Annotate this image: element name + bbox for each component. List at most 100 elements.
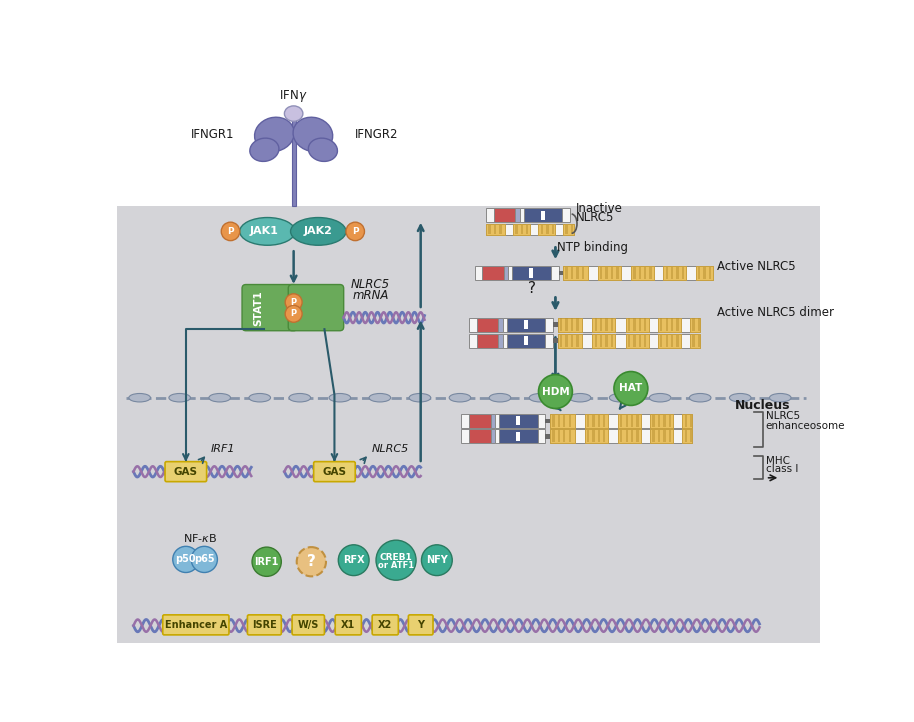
Bar: [600, 318, 602, 331]
FancyBboxPatch shape: [292, 615, 324, 635]
Ellipse shape: [284, 106, 303, 121]
Ellipse shape: [489, 393, 511, 402]
Bar: [541, 225, 543, 235]
Text: HAT: HAT: [620, 383, 643, 393]
Bar: [524, 320, 527, 329]
FancyBboxPatch shape: [248, 615, 282, 635]
Bar: [499, 414, 537, 427]
Bar: [665, 318, 668, 331]
Text: NFY: NFY: [426, 555, 448, 565]
Bar: [524, 209, 562, 222]
Bar: [600, 334, 602, 347]
Bar: [631, 430, 633, 443]
Bar: [600, 267, 602, 279]
Text: ?: ?: [307, 554, 315, 569]
Bar: [671, 318, 674, 331]
Text: Nucleus: Nucleus: [735, 399, 791, 412]
Bar: [598, 414, 600, 427]
Circle shape: [338, 545, 369, 575]
Bar: [520, 209, 524, 222]
Bar: [585, 414, 608, 427]
Ellipse shape: [239, 217, 295, 245]
Bar: [636, 414, 639, 427]
Ellipse shape: [649, 393, 671, 402]
Bar: [636, 430, 639, 443]
Ellipse shape: [689, 393, 711, 402]
Bar: [495, 430, 499, 443]
Ellipse shape: [569, 393, 590, 402]
Bar: [676, 334, 678, 347]
Bar: [625, 334, 649, 348]
Bar: [671, 267, 674, 279]
Text: IFNGR2: IFNGR2: [356, 128, 399, 141]
Text: enhanceosome: enhanceosome: [766, 420, 845, 430]
Bar: [558, 271, 563, 275]
Bar: [563, 414, 566, 427]
Text: RFX: RFX: [343, 555, 365, 565]
Text: NLRC5: NLRC5: [372, 443, 409, 453]
Text: Y: Y: [417, 620, 424, 630]
Circle shape: [191, 547, 218, 573]
Bar: [576, 318, 579, 331]
Text: IRF1: IRF1: [254, 557, 279, 567]
Bar: [644, 318, 646, 331]
Text: mRNA: mRNA: [353, 289, 388, 303]
FancyBboxPatch shape: [165, 461, 207, 482]
Bar: [537, 414, 546, 427]
Bar: [658, 430, 660, 443]
Bar: [462, 414, 469, 427]
FancyBboxPatch shape: [335, 615, 361, 635]
Text: NTP binding: NTP binding: [557, 240, 628, 253]
Ellipse shape: [293, 117, 333, 152]
Bar: [516, 432, 520, 441]
Bar: [558, 414, 560, 427]
Bar: [665, 334, 668, 347]
Text: GAS: GAS: [323, 466, 346, 477]
Bar: [665, 267, 668, 279]
Bar: [541, 211, 545, 220]
Ellipse shape: [529, 393, 551, 402]
Text: W/S: W/S: [298, 620, 319, 630]
Circle shape: [297, 547, 326, 576]
Bar: [563, 430, 566, 443]
Ellipse shape: [249, 393, 271, 402]
Bar: [616, 267, 619, 279]
Bar: [658, 414, 660, 427]
Bar: [551, 266, 558, 280]
Text: X1: X1: [341, 620, 356, 630]
Bar: [664, 430, 665, 443]
Text: NLRC5: NLRC5: [576, 212, 614, 225]
Bar: [538, 225, 556, 235]
Bar: [553, 339, 558, 343]
Circle shape: [173, 547, 199, 573]
Bar: [685, 430, 687, 443]
Bar: [618, 430, 641, 443]
Bar: [495, 414, 499, 427]
Bar: [469, 334, 477, 348]
Ellipse shape: [610, 393, 631, 402]
Ellipse shape: [369, 393, 390, 402]
Bar: [546, 318, 553, 331]
Bar: [592, 318, 615, 331]
Bar: [605, 318, 608, 331]
Bar: [526, 225, 528, 235]
Ellipse shape: [289, 393, 311, 402]
Text: JAK2: JAK2: [303, 227, 333, 236]
Bar: [491, 430, 495, 443]
Bar: [595, 318, 597, 331]
Ellipse shape: [129, 393, 151, 402]
Circle shape: [346, 222, 365, 240]
Bar: [639, 318, 641, 331]
Text: NLRC5: NLRC5: [766, 412, 800, 421]
Text: X2: X2: [378, 620, 392, 630]
Bar: [644, 267, 646, 279]
Text: HDM: HDM: [542, 386, 569, 396]
Circle shape: [252, 547, 282, 576]
Bar: [603, 414, 605, 427]
FancyBboxPatch shape: [314, 461, 356, 482]
Bar: [605, 334, 608, 347]
Bar: [571, 225, 573, 235]
Bar: [690, 334, 700, 348]
Bar: [550, 430, 693, 443]
Bar: [546, 434, 550, 438]
